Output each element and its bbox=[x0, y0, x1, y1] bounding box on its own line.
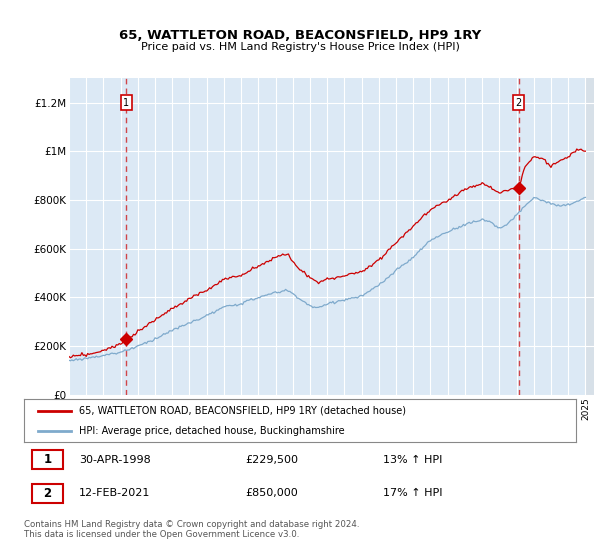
Bar bbox=[586, 78, 594, 395]
Text: £850,000: £850,000 bbox=[245, 488, 298, 498]
Text: 2: 2 bbox=[515, 98, 522, 108]
Text: 1: 1 bbox=[43, 453, 52, 466]
Text: 65, WATTLETON ROAD, BEACONSFIELD, HP9 1RY: 65, WATTLETON ROAD, BEACONSFIELD, HP9 1R… bbox=[119, 29, 481, 43]
Bar bbox=[32, 484, 62, 503]
Text: Contains HM Land Registry data © Crown copyright and database right 2024.
This d: Contains HM Land Registry data © Crown c… bbox=[24, 520, 359, 539]
Text: 65, WATTLETON ROAD, BEACONSFIELD, HP9 1RY (detached house): 65, WATTLETON ROAD, BEACONSFIELD, HP9 1R… bbox=[79, 406, 406, 416]
Text: 17% ↑ HPI: 17% ↑ HPI bbox=[383, 488, 442, 498]
Text: HPI: Average price, detached house, Buckinghamshire: HPI: Average price, detached house, Buck… bbox=[79, 426, 345, 436]
Bar bbox=[32, 450, 62, 469]
Text: 12-FEB-2021: 12-FEB-2021 bbox=[79, 488, 151, 498]
Text: 30-APR-1998: 30-APR-1998 bbox=[79, 455, 151, 465]
Text: 13% ↑ HPI: 13% ↑ HPI bbox=[383, 455, 442, 465]
Text: £229,500: £229,500 bbox=[245, 455, 298, 465]
Text: Price paid vs. HM Land Registry's House Price Index (HPI): Price paid vs. HM Land Registry's House … bbox=[140, 42, 460, 52]
Text: 1: 1 bbox=[123, 98, 130, 108]
Text: 2: 2 bbox=[43, 487, 52, 500]
